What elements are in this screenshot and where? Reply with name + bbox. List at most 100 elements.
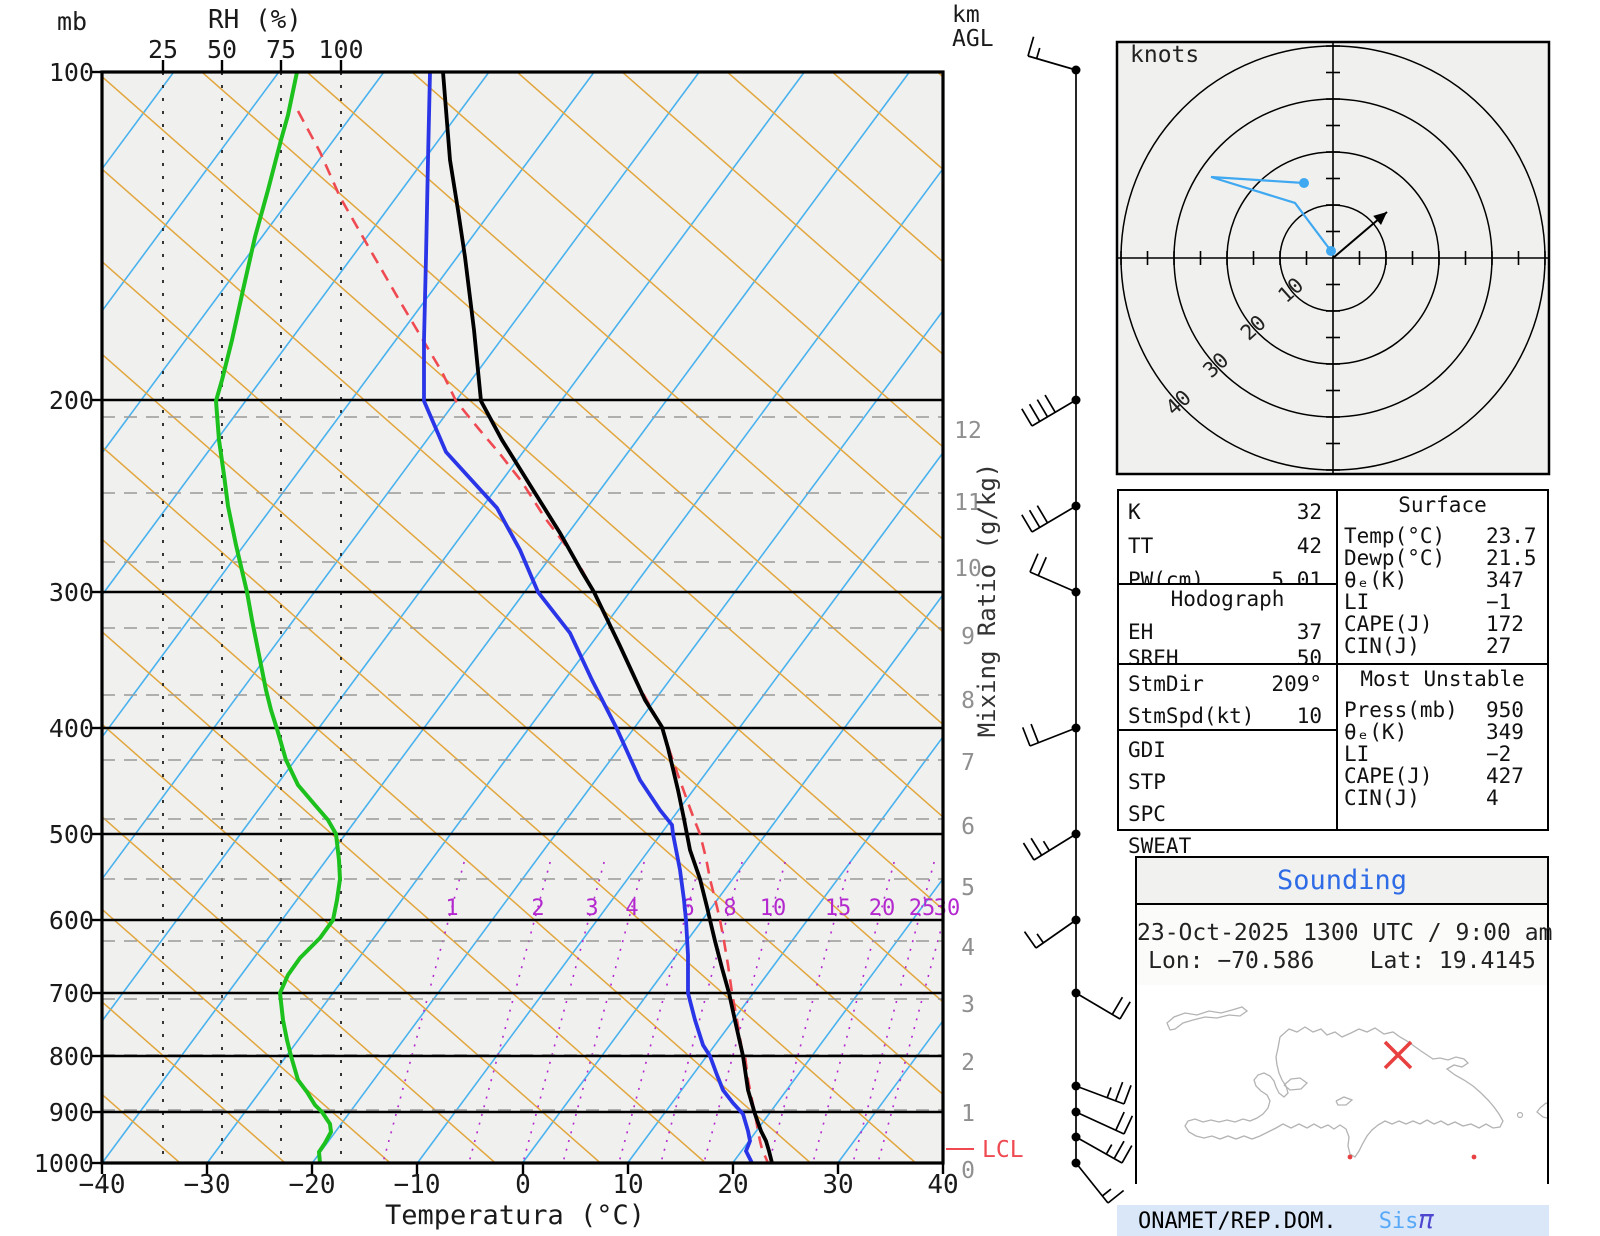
table-row: SPC — [1119, 795, 1336, 827]
stat-label: θₑ(K) — [1344, 720, 1408, 744]
pressure-tick-label: 200 — [49, 386, 94, 415]
mixing-ratio-label: 10 — [760, 896, 787, 921]
rh-tick-label: 75 — [266, 35, 296, 64]
puerto-rico-outline — [1536, 1102, 1547, 1119]
storm-motion-table: StmDir 209° StmSpd(kt) 10 — [1117, 663, 1338, 731]
wind-level-dot — [1071, 1081, 1081, 1091]
km-tick-label: 1 — [961, 1101, 975, 1127]
table-row: StmSpd(kt) 10 — [1119, 697, 1336, 729]
km-axis-agl: AGL — [952, 26, 994, 52]
wind-barb-column — [1021, 36, 1134, 1204]
stat-value: 37 — [1296, 620, 1322, 644]
hodograph-indices-table: Hodograph EH 37 SREH 50 — [1117, 583, 1338, 670]
stat-label: GDI — [1128, 738, 1166, 762]
table-row: CIN(J) 27 — [1338, 635, 1547, 657]
wind-level-dot — [1071, 501, 1081, 511]
rh-tick-label: 100 — [318, 35, 363, 64]
pressure-tick-label: 900 — [49, 1098, 94, 1127]
sounding-panel-title: Sounding — [1137, 858, 1547, 905]
stat-value: 347 — [1486, 568, 1524, 592]
table-title: Most Unstable — [1360, 667, 1525, 691]
km-tick-label: 3 — [961, 992, 975, 1018]
temp-tick-label: −30 — [184, 1170, 231, 1200]
pressure-tick-label: 1000 — [34, 1149, 94, 1178]
stat-label: SWEAT — [1128, 834, 1192, 858]
map-red-dot — [1471, 1154, 1477, 1160]
wind-level-dot — [1071, 1107, 1081, 1117]
sispi-pi-icon: π — [1418, 1205, 1435, 1235]
stat-value: 27 — [1486, 634, 1512, 658]
sounding-lonlat: Lon: −70.586 Lat: 19.4145 — [1148, 948, 1536, 974]
stat-label: StmDir — [1128, 672, 1204, 696]
stat-value: 32 — [1296, 500, 1322, 524]
temp-tick-label: 0 — [515, 1170, 531, 1200]
lcl-label: LCL — [982, 1137, 1024, 1163]
indices-table-k-tt-pw: K 32 TT 42 PW(cm) 5.01 — [1117, 489, 1338, 592]
stat-label: Press(mb) — [1344, 698, 1458, 722]
stat-label: STP — [1128, 770, 1166, 794]
extra-indices-table: GDI STP SPC SWEAT — [1117, 729, 1338, 858]
table-row: Press(mb) 950 — [1338, 699, 1547, 721]
mixing-ratio-label: 8 — [723, 896, 736, 921]
temp-tick-label: 30 — [822, 1170, 853, 1200]
map-red-dot — [1347, 1154, 1353, 1160]
stat-value: −2 — [1486, 742, 1512, 766]
hodograph-ring — [1279, 204, 1387, 312]
wind-level-dot — [1071, 723, 1081, 733]
table-row: K 32 — [1119, 491, 1336, 525]
rh-curve — [213, 72, 343, 1163]
table-row: EH 37 — [1119, 619, 1336, 645]
stat-value: 10 — [1296, 704, 1322, 728]
table-row: STP — [1119, 763, 1336, 795]
temp-tick-label: 40 — [927, 1170, 958, 1200]
pressure-tick-label: 800 — [49, 1042, 94, 1071]
stat-label: Dewp(°C) — [1344, 546, 1446, 570]
rh-tick-label: 50 — [207, 35, 237, 64]
wind-level-dot — [1071, 1158, 1081, 1168]
sounding-curves — [213, 72, 774, 1163]
surface-table: Surface Temp(°C) 23.7 Dewp(°C) 21.5 θₑ(K) 347 L… — [1336, 489, 1549, 665]
table-row: θₑ(K) 349 — [1338, 721, 1547, 743]
pressure-tick-label: 300 — [49, 578, 94, 607]
table-row: θₑ(K) 347 — [1338, 569, 1547, 591]
stat-label: CAPE(J) — [1344, 764, 1433, 788]
sounding-datetime: 23-Oct-2025 1300 UTC / 9:00 am — [1137, 920, 1553, 946]
mona-island — [1516, 1111, 1524, 1119]
mixing-ratio-label: 1 — [445, 896, 458, 921]
hodograph-unit-label: knots — [1130, 42, 1199, 68]
km-tick-label: 6 — [961, 814, 975, 840]
km-tick-label: 10 — [954, 556, 982, 582]
skewt-grid — [102, 72, 943, 1163]
stat-label: EH — [1128, 620, 1154, 644]
stat-label: LI — [1344, 742, 1370, 766]
table-row: GDI — [1119, 731, 1336, 763]
table-row: TT 42 — [1119, 525, 1336, 559]
pressure-tick-label: 100 — [49, 58, 94, 87]
wind-level-dot — [1071, 988, 1081, 998]
stat-label: StmSpd(kt) — [1128, 704, 1255, 728]
hodograph-ring — [1226, 151, 1440, 365]
stat-value: 21.5 — [1486, 546, 1537, 570]
mixing-ratio-label: 30 — [934, 896, 961, 921]
km-tick-label: 8 — [961, 688, 975, 714]
skewt-axis-labels: mb RH (%)25 50 75 10010020030040050060070080… — [34, 2, 1024, 1231]
temp-tick-label: −10 — [394, 1170, 441, 1200]
rh-tick-label: 25 — [148, 35, 178, 64]
location-map — [1137, 985, 1547, 1184]
hodograph-trace-dot — [1299, 178, 1309, 188]
mixing-ratio-label: 4 — [625, 896, 638, 921]
stat-label: CIN(J) — [1344, 634, 1420, 658]
stat-label: θₑ(K) — [1344, 568, 1408, 592]
temp-tick-label: 10 — [612, 1170, 643, 1200]
hodograph-ring — [1173, 98, 1493, 418]
hodograph-trace-dot — [1326, 246, 1336, 256]
stat-value: 950 — [1486, 698, 1524, 722]
footer-bar: ONAMET/REP.DOM. Sisπ — [1117, 1205, 1549, 1236]
temp-tick-label: 20 — [717, 1170, 748, 1200]
pressure-tick-label: 700 — [49, 979, 94, 1008]
agency-label: ONAMET/REP.DOM. — [1138, 1209, 1337, 1234]
